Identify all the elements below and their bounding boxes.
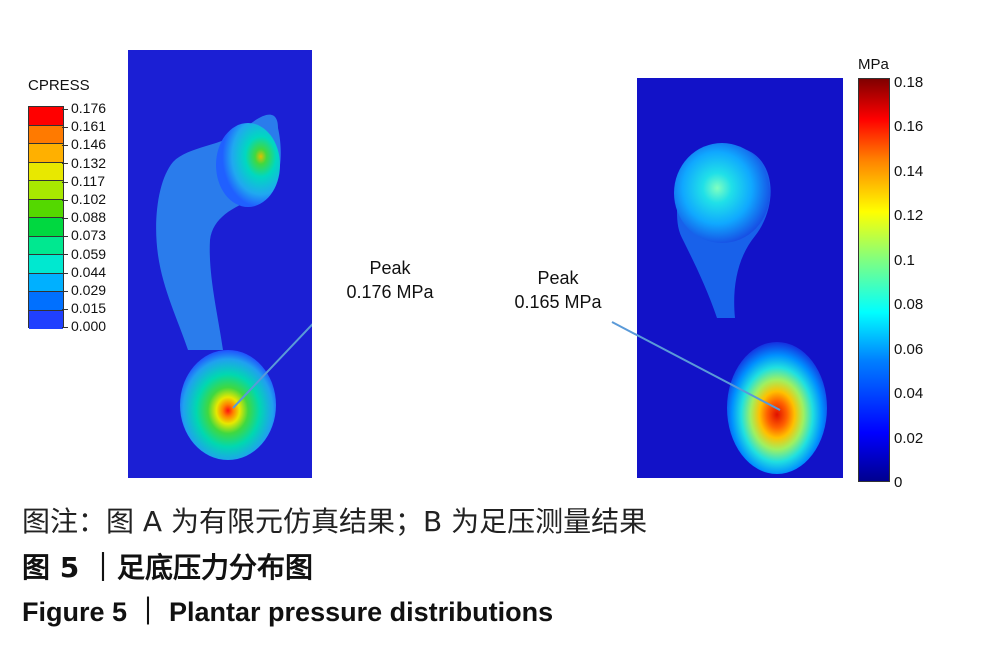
legend-swatch	[29, 181, 63, 200]
legend-swatch	[29, 292, 63, 311]
peak-label-b: Peak	[537, 268, 579, 288]
legend-swatch	[29, 218, 63, 237]
legend-swatch	[29, 144, 63, 163]
legend-swatch	[29, 236, 63, 255]
legend-swatch	[29, 255, 63, 274]
peak-value-a: 0.176 MPa	[346, 282, 434, 302]
colorbar-tick-label: 0.04	[894, 385, 924, 403]
legend-title: CPRESS	[28, 77, 90, 94]
legend-value-label: 0.161	[71, 118, 107, 135]
colorbar-tick-label: 0.18	[894, 74, 924, 91]
legend-swatch	[29, 199, 63, 218]
colorbar-tick-label: 0.12	[894, 207, 924, 225]
colorbar-tick-label: 0.02	[894, 429, 924, 447]
legend-swatch	[29, 107, 63, 126]
legend-value-label: 0.117	[71, 172, 105, 189]
peak-value-b: 0.165 MPa	[514, 292, 602, 312]
legend-swatch	[29, 125, 63, 144]
legend-value-label: 0.146	[71, 136, 107, 153]
legend-value-label: 0.015	[71, 300, 107, 317]
legend-value-label: 0.088	[71, 209, 107, 226]
caption-note: 图注：图 A 为有限元仿真结果；B 为足压测量结果	[22, 505, 648, 538]
peak-annotation-a: Peak 0.176 MPa	[330, 256, 450, 304]
caption-title-en: Figure 5 ｜ Plantar pressure distribution…	[22, 597, 554, 627]
colorbar	[858, 78, 890, 482]
legend-value-label: 0.029	[71, 282, 107, 299]
colorbar-tick-label: 0.16	[894, 118, 924, 136]
legend-value-label: 0.044	[71, 263, 107, 280]
measured-foot-pressure-map	[674, 143, 827, 474]
colorbar-tick-label: 0.1	[894, 251, 915, 269]
colorbar-tick-label: 0	[894, 474, 903, 491]
legend-value-label: 0.073	[71, 227, 107, 244]
colorbar-tick-label: 0.14	[894, 162, 924, 180]
caption-title-cn: 图 5 ｜足底压力分布图	[22, 551, 313, 584]
colorbar-tick-label: 0.06	[894, 340, 924, 358]
legend-value-label: 0.176	[71, 100, 107, 116]
legend-value-label: 0.132	[71, 154, 107, 171]
legend-value-label: 0.059	[71, 245, 107, 262]
measured-pressure-image	[637, 78, 843, 478]
colorbar-unit: MPa	[858, 56, 889, 73]
legend-color-bar	[28, 106, 64, 329]
legend-swatch	[29, 162, 63, 181]
legend-value-label: 0.102	[71, 191, 107, 208]
peak-label-a: Peak	[369, 258, 411, 278]
peak-pointer-line-a	[232, 323, 312, 409]
legend-swatch	[29, 273, 63, 292]
legend-labels: 0.176 0.161 0.146 0.132 0.117 0.102 0.088 0.073…	[70, 99, 106, 336]
fe-foot-pressure-map	[156, 114, 312, 460]
legend-swatch	[29, 310, 63, 329]
legend-value-label: 0.000	[71, 318, 107, 335]
peak-annotation-b: Peak 0.165 MPa	[498, 266, 618, 314]
fe-simulation-image	[128, 50, 312, 478]
colorbar-tick-label: 0.08	[894, 296, 924, 314]
